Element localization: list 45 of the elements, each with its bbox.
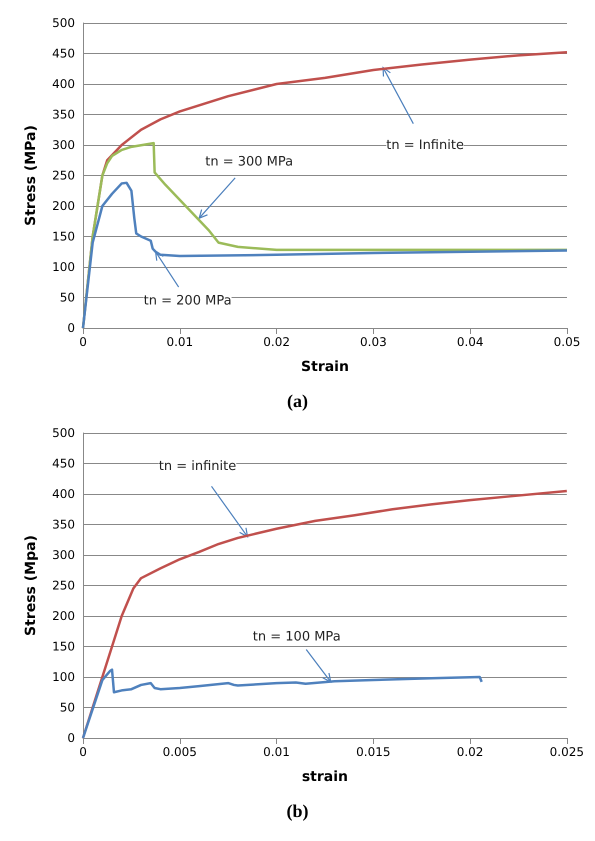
y-axis-title: Stress (Mpa)	[23, 535, 39, 636]
y-tick-label: 350	[52, 108, 75, 122]
x-tick-label: 0.025	[550, 745, 584, 759]
y-tick-label: 450	[52, 46, 75, 60]
y-tick-label: 150	[52, 640, 75, 654]
x-tick-label: 0.01	[263, 745, 290, 759]
y-tick-label: 200	[52, 199, 75, 213]
y-tick-label: 500	[52, 426, 75, 440]
annotation: tn = 100 MPa	[252, 629, 341, 644]
x-axis-title: strain	[302, 769, 348, 785]
y-tick-label: 300	[52, 138, 75, 152]
y-tick-label: 50	[60, 700, 75, 714]
x-tick-label: 0.03	[360, 335, 387, 349]
y-tick-label: 300	[52, 548, 75, 562]
y-tick-label: 0	[67, 731, 75, 745]
x-axis-title: Strain	[301, 359, 349, 375]
annotation: tn = 200 MPa	[144, 293, 232, 308]
text: (a)	[287, 391, 308, 411]
y-tick-label: 450	[52, 456, 75, 470]
x-tick-label: 0.02	[263, 335, 290, 349]
y-tick-label: 350	[52, 518, 75, 532]
y-tick-label: 200	[52, 609, 75, 623]
annotation: tn = Infinite	[386, 138, 464, 154]
y-axis-title: Stress (MPa)	[23, 125, 39, 226]
annotation: tn = 300 MPa	[205, 154, 294, 170]
y-tick-label: 50	[60, 290, 75, 304]
y-tick-label: 100	[52, 670, 75, 684]
y-tick-label: 0	[67, 321, 75, 335]
x-tick-label: 0	[79, 745, 87, 759]
annotation: tn = infinite	[158, 459, 236, 474]
y-tick-label: 500	[52, 16, 75, 30]
x-tick-label: 0.04	[456, 335, 484, 349]
y-tick-label: 400	[52, 487, 75, 501]
x-tick-label: 0.005	[162, 745, 197, 759]
x-tick-label: 0.02	[456, 745, 484, 759]
x-tick-label: 0	[79, 335, 87, 349]
y-tick-label: 100	[52, 260, 75, 274]
x-tick-label: 0.015	[356, 745, 390, 759]
y-tick-label: 400	[52, 77, 75, 91]
x-tick-label: 0.05	[554, 335, 580, 349]
text: (b)	[286, 801, 309, 821]
y-tick-label: 250	[52, 168, 75, 182]
y-tick-label: 250	[52, 578, 75, 592]
x-tick-label: 0.01	[166, 335, 194, 349]
y-tick-label: 150	[52, 230, 75, 244]
